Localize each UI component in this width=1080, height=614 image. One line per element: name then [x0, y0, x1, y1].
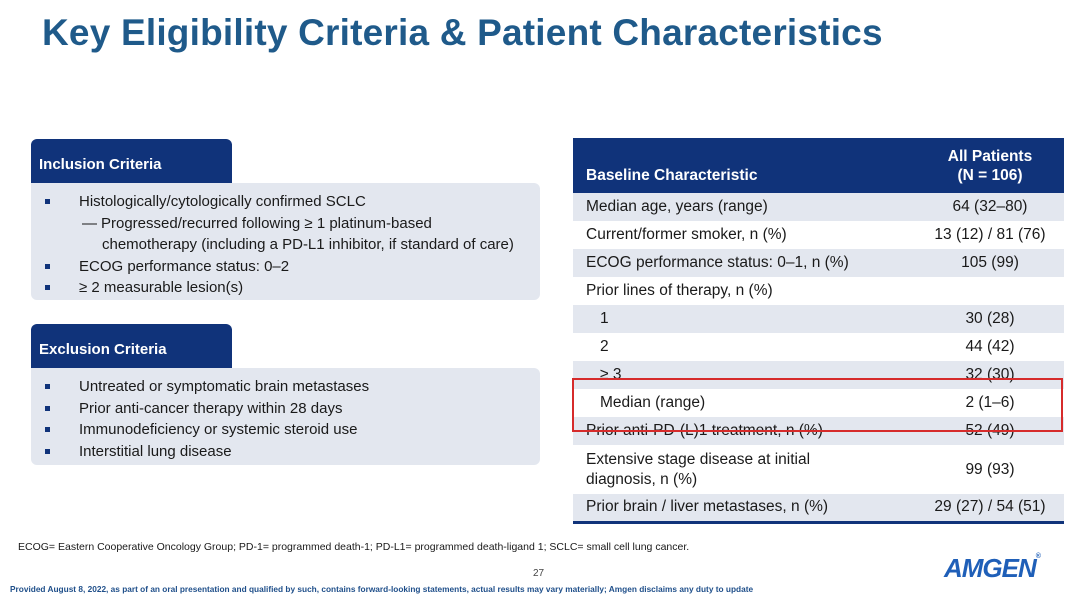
square-bullet-icon — [45, 384, 50, 389]
table-row: Median age, years (range) 64 (32–80) — [573, 193, 1064, 221]
table-row: Prior lines of therapy, n (%) — [573, 277, 1064, 305]
page-number: 27 — [533, 568, 545, 579]
square-bullet-icon — [45, 427, 50, 432]
row-label: Prior brain / liver metastases, n (%) — [573, 494, 916, 524]
table-row: ≥ 3 32 (30) — [573, 361, 1064, 389]
row-value: 13 (12) / 81 (76) — [934, 226, 1046, 243]
row-value: 30 (28) — [916, 305, 1064, 333]
row-label: 1 — [573, 305, 916, 333]
row-value: 64 (32–80) — [916, 193, 1064, 221]
row-value — [916, 277, 1064, 305]
table-row: Current/former smoker, n (%) 13 (12) / 8… — [573, 221, 1064, 249]
row-value: 52 (49) — [916, 417, 1064, 445]
row-label: Extensive stage disease at initial diagn… — [586, 450, 811, 488]
list-item: ECOG performance status: 0–2 — [31, 256, 540, 278]
row-value: 99 (93) — [965, 460, 1015, 478]
table-row: Prior anti-PD-(L)1 treatment, n (%) 52 (… — [573, 417, 1064, 445]
baseline-characteristics-table: Baseline Characteristic All Patients (N … — [573, 138, 1064, 524]
row-value: 32 (30) — [916, 361, 1064, 389]
list-sub-item-continued: chemotherapy (including a PD-L1 inhibito… — [102, 236, 514, 253]
footnote: ECOG= Eastern Cooperative Oncology Group… — [18, 541, 690, 553]
exclusion-criteria-header: Exclusion Criteria — [31, 324, 232, 368]
table-row: Extensive stage disease at initial diagn… — [573, 445, 1064, 494]
dash-icon: — — [82, 214, 97, 232]
row-label: Prior lines of therapy, n (%) — [586, 282, 773, 299]
table-row: 2 44 (42) — [573, 333, 1064, 361]
square-bullet-icon — [45, 405, 50, 411]
amgen-logo: AMGEN® — [944, 553, 1041, 583]
slide-title: Key Eligibility Criteria & Patient Chara… — [42, 12, 883, 53]
exclusion-criteria-list: Untreated or symptomatic brain metastase… — [31, 368, 540, 465]
row-value: 2 (1–6) — [965, 394, 1015, 411]
table-row: Median (range) 2 (1–6) — [573, 389, 1064, 417]
row-label: ECOG performance status: 0–1, n (%) — [573, 249, 916, 277]
square-bullet-icon — [45, 263, 50, 269]
table-row: Prior brain / liver metastases, n (%) 29… — [573, 494, 1064, 524]
square-bullet-icon — [45, 285, 50, 290]
row-value: 105 (99) — [916, 249, 1064, 277]
disclaimer: Provided August 8, 2022, as part of an o… — [10, 584, 754, 594]
list-item: Prior anti-cancer therapy within 28 days — [31, 398, 540, 420]
row-label: Median (range) — [600, 394, 706, 411]
column-header-all-patients: All Patients (N = 106) — [916, 138, 1064, 193]
list-sub-item: — Progressed/recurred following ≥ 1 plat… — [31, 213, 540, 235]
inclusion-criteria-header: Inclusion Criteria — [31, 139, 232, 183]
row-label: Median age, years (range) — [573, 193, 916, 221]
row-label: 2 — [600, 338, 609, 355]
square-bullet-icon — [45, 448, 50, 454]
inclusion-criteria-list: Histologically/cytologically confirmed S… — [31, 183, 540, 300]
list-item: Histologically/cytologically confirmed S… — [31, 191, 540, 213]
row-label: ≥ 3 — [573, 361, 916, 389]
list-item: Immunodeficiency or systemic steroid use — [31, 419, 540, 441]
square-bullet-icon — [45, 199, 50, 204]
exclusion-criteria-panel: Exclusion Criteria Untreated or symptoma… — [31, 324, 540, 465]
row-label: Prior anti-PD-(L)1 treatment, n (%) — [573, 417, 916, 445]
table-row: ECOG performance status: 0–1, n (%) 105 … — [573, 249, 1064, 277]
table-header-row: Baseline Characteristic All Patients (N … — [573, 138, 1064, 193]
list-item: Untreated or symptomatic brain metastase… — [31, 376, 540, 398]
row-label: Current/former smoker, n (%) — [586, 226, 787, 243]
row-value: 29 (27) / 54 (51) — [916, 494, 1064, 524]
list-item: Interstitial lung disease — [31, 441, 540, 463]
list-item: ≥ 2 measurable lesion(s) — [31, 277, 540, 299]
inclusion-criteria-panel: Inclusion Criteria Histologically/cytolo… — [31, 139, 540, 300]
row-value: 44 (42) — [965, 338, 1015, 355]
table-row: 1 30 (28) — [573, 305, 1064, 333]
column-header-characteristic: Baseline Characteristic — [573, 138, 916, 193]
